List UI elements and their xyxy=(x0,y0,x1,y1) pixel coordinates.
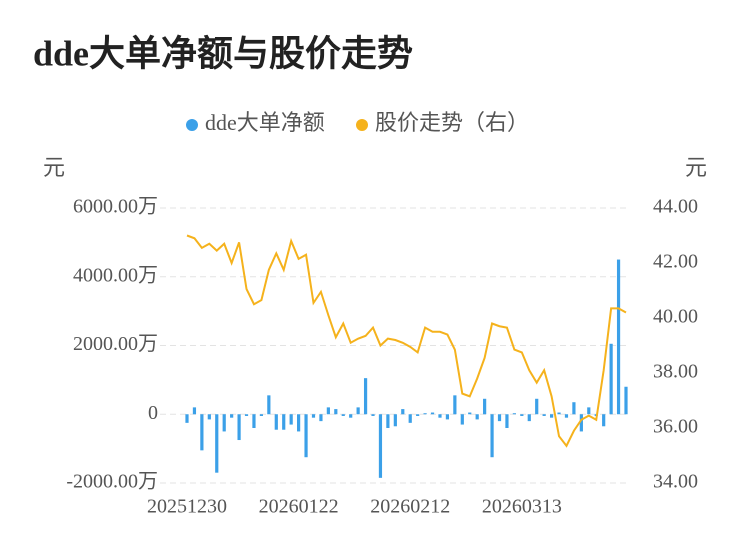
bar xyxy=(460,414,464,425)
bar xyxy=(609,343,613,415)
y2-tick-label: 34.00 xyxy=(653,471,698,493)
bar xyxy=(572,402,576,415)
bar xyxy=(192,407,197,415)
bar xyxy=(468,412,472,415)
bar xyxy=(512,413,516,415)
y2-tick-label: 36.00 xyxy=(653,416,698,438)
x-tick-label: 20260313 xyxy=(482,496,562,518)
bar xyxy=(378,414,383,478)
bar xyxy=(341,414,345,416)
bar xyxy=(408,414,412,423)
y-tick-label: -2000.00万 xyxy=(66,471,158,493)
bar xyxy=(616,259,621,415)
bar xyxy=(535,398,539,415)
bar xyxy=(319,414,323,422)
bar xyxy=(527,414,531,422)
bar xyxy=(185,414,189,423)
bar xyxy=(542,414,546,416)
bar xyxy=(363,378,368,415)
bar xyxy=(520,414,524,416)
bar xyxy=(579,414,583,432)
bar xyxy=(289,414,293,425)
bar xyxy=(215,414,219,473)
legend-swatch xyxy=(186,119,198,131)
bar xyxy=(356,407,360,415)
bar xyxy=(237,414,241,441)
bar xyxy=(483,398,487,415)
y-tick-label: 2000.00万 xyxy=(73,333,158,355)
y2-tick-label: 44.00 xyxy=(653,196,698,218)
chart-title: dde大单净额与股价走势 xyxy=(33,33,413,73)
bar xyxy=(564,414,569,418)
price-line xyxy=(186,234,627,448)
bar xyxy=(445,414,450,420)
y2-axis-label: 元 xyxy=(685,155,707,180)
bar xyxy=(311,414,316,418)
bar xyxy=(371,414,375,416)
bar xyxy=(259,414,264,416)
bar xyxy=(393,414,397,427)
bar xyxy=(624,386,628,415)
bar xyxy=(252,414,256,428)
y2-tick-label: 38.00 xyxy=(653,361,698,383)
bar xyxy=(497,414,502,422)
x-tick-label: 20260122 xyxy=(259,496,339,518)
bar xyxy=(423,413,427,415)
bar xyxy=(416,414,420,416)
bar xyxy=(230,414,234,418)
bar xyxy=(274,414,278,430)
x-tick-label: 20260212 xyxy=(370,496,450,518)
legend-swatch xyxy=(356,119,368,131)
y-tick-label: 0 xyxy=(148,402,158,424)
bar xyxy=(207,414,211,420)
bar xyxy=(200,414,204,451)
bar xyxy=(438,414,442,418)
bar xyxy=(297,414,301,432)
bar xyxy=(282,414,286,430)
y-tick-label: 6000.00万 xyxy=(73,196,158,218)
bar xyxy=(244,414,249,416)
bar xyxy=(602,414,606,427)
x-tick-label: 20251230 xyxy=(147,496,227,518)
bar xyxy=(587,407,591,415)
y-axis-label: 元 xyxy=(43,155,65,180)
bar xyxy=(475,414,479,420)
bar xyxy=(505,414,509,428)
bar xyxy=(304,414,308,458)
bar xyxy=(267,395,271,415)
y2-tick-label: 40.00 xyxy=(653,306,698,328)
bar xyxy=(557,412,561,415)
bar xyxy=(349,414,353,418)
y2-tick-label: 42.00 xyxy=(653,251,698,273)
y-tick-label: 4000.00万 xyxy=(73,264,158,286)
bar xyxy=(222,414,226,432)
bar xyxy=(334,409,338,415)
bar xyxy=(549,414,554,418)
bar xyxy=(386,414,390,428)
bar xyxy=(326,407,330,415)
bar xyxy=(401,409,405,415)
legend-label: 股价走势（右） xyxy=(375,110,529,135)
legend-label: dde大单净额 xyxy=(205,110,325,135)
bar xyxy=(490,414,494,458)
bar xyxy=(453,395,457,415)
bar xyxy=(430,412,435,415)
